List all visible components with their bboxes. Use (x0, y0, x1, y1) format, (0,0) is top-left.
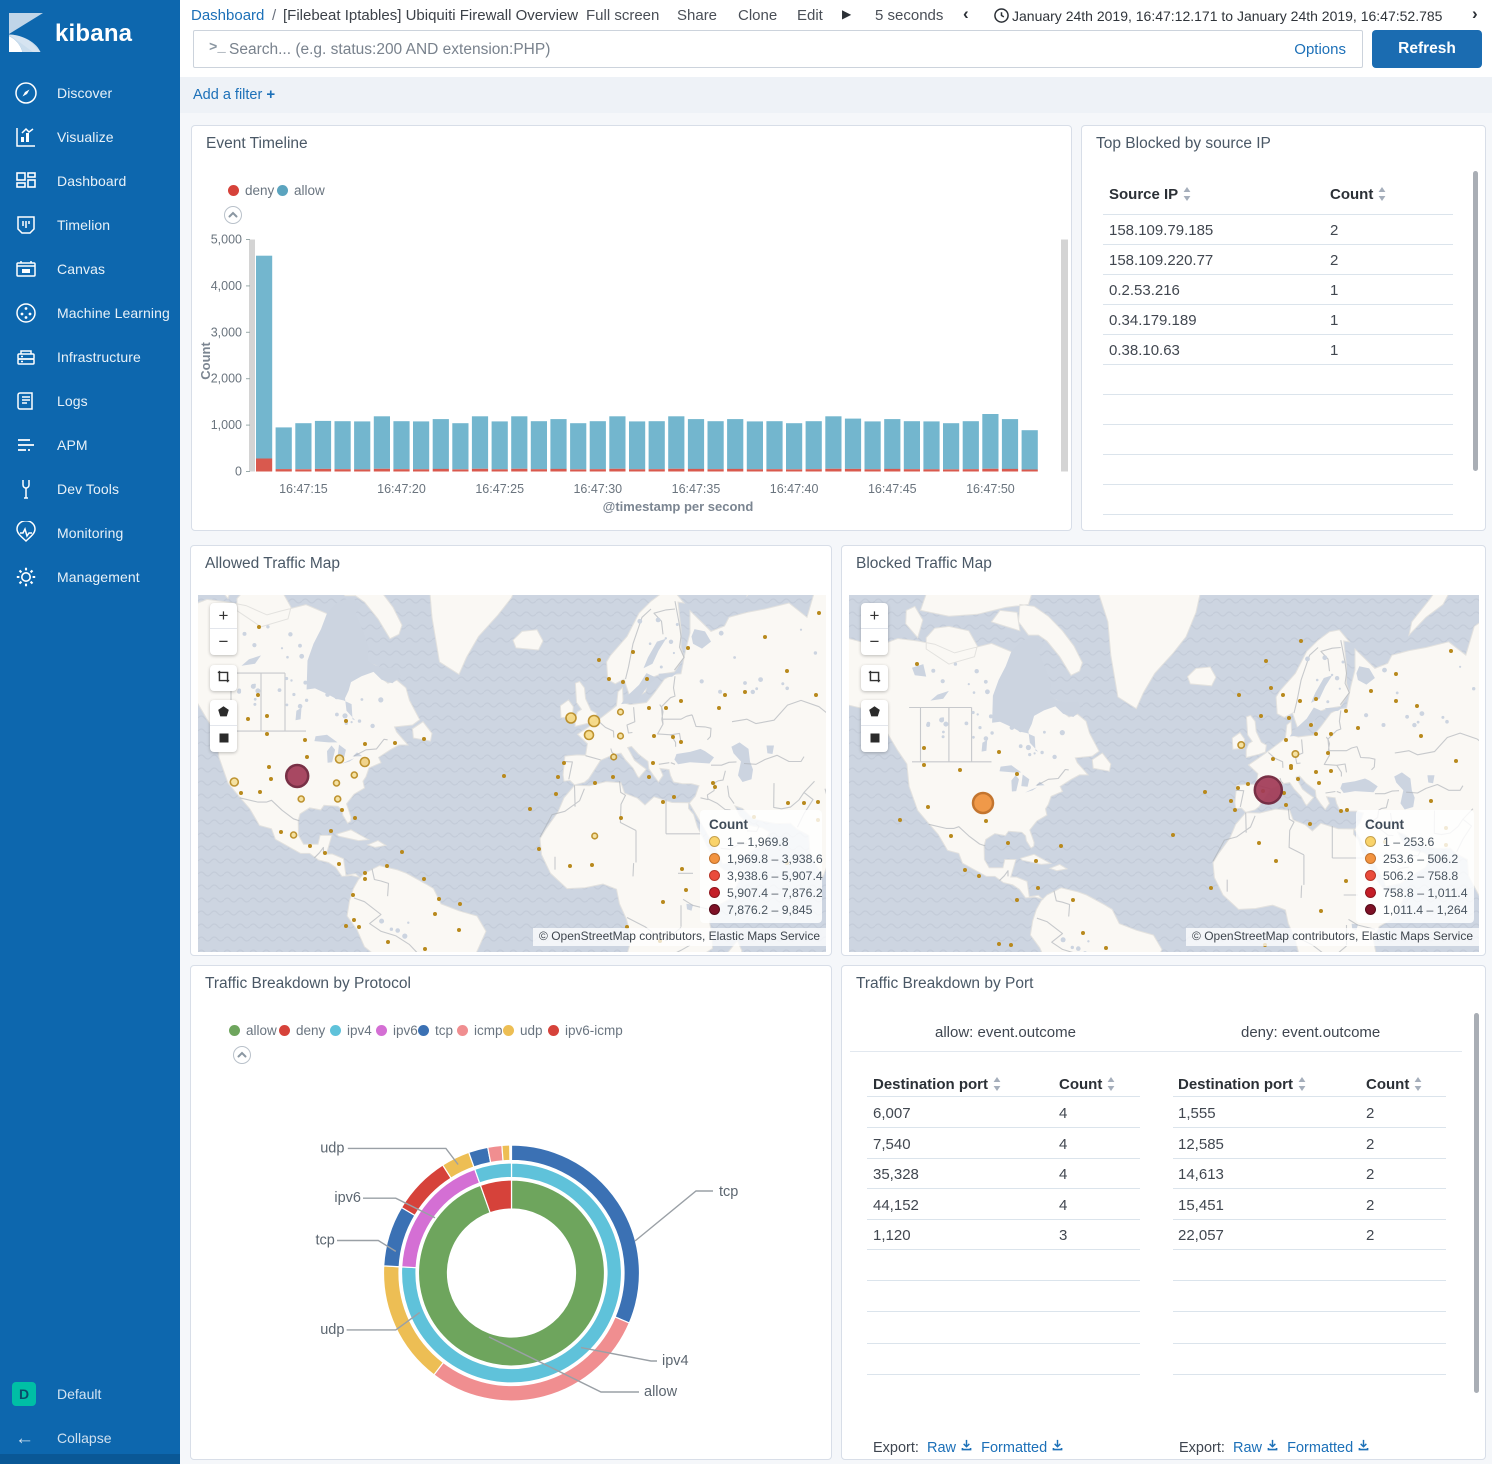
svg-text:16:47:25: 16:47:25 (475, 482, 524, 496)
svg-text:16:47:30: 16:47:30 (573, 482, 622, 496)
svg-text:ipv6: ipv6 (334, 1190, 361, 1206)
svg-text:3,000: 3,000 (211, 325, 242, 339)
svg-text:1,000: 1,000 (211, 418, 242, 432)
svg-text:16:47:15: 16:47:15 (279, 482, 328, 496)
svg-text:tcp: tcp (315, 1233, 334, 1249)
svg-text:udp: udp (320, 1141, 344, 1157)
svg-text:Count: Count (198, 342, 213, 380)
svg-text:udp: udp (320, 1322, 344, 1338)
svg-text:16:47:40: 16:47:40 (770, 482, 819, 496)
svg-text:2,000: 2,000 (211, 372, 242, 386)
svg-text:16:47:45: 16:47:45 (868, 482, 917, 496)
svg-text:tcp: tcp (719, 1184, 738, 1200)
svg-text:4,000: 4,000 (211, 279, 242, 293)
svg-text:5,000: 5,000 (211, 233, 242, 247)
svg-text:@timestamp per second: @timestamp per second (603, 499, 754, 514)
svg-text:16:47:50: 16:47:50 (966, 482, 1015, 496)
svg-text:ipv4: ipv4 (662, 1353, 689, 1369)
svg-text:allow: allow (644, 1384, 678, 1400)
svg-text:0: 0 (235, 465, 242, 479)
svg-text:16:47:20: 16:47:20 (377, 482, 426, 496)
svg-text:16:47:35: 16:47:35 (672, 482, 721, 496)
